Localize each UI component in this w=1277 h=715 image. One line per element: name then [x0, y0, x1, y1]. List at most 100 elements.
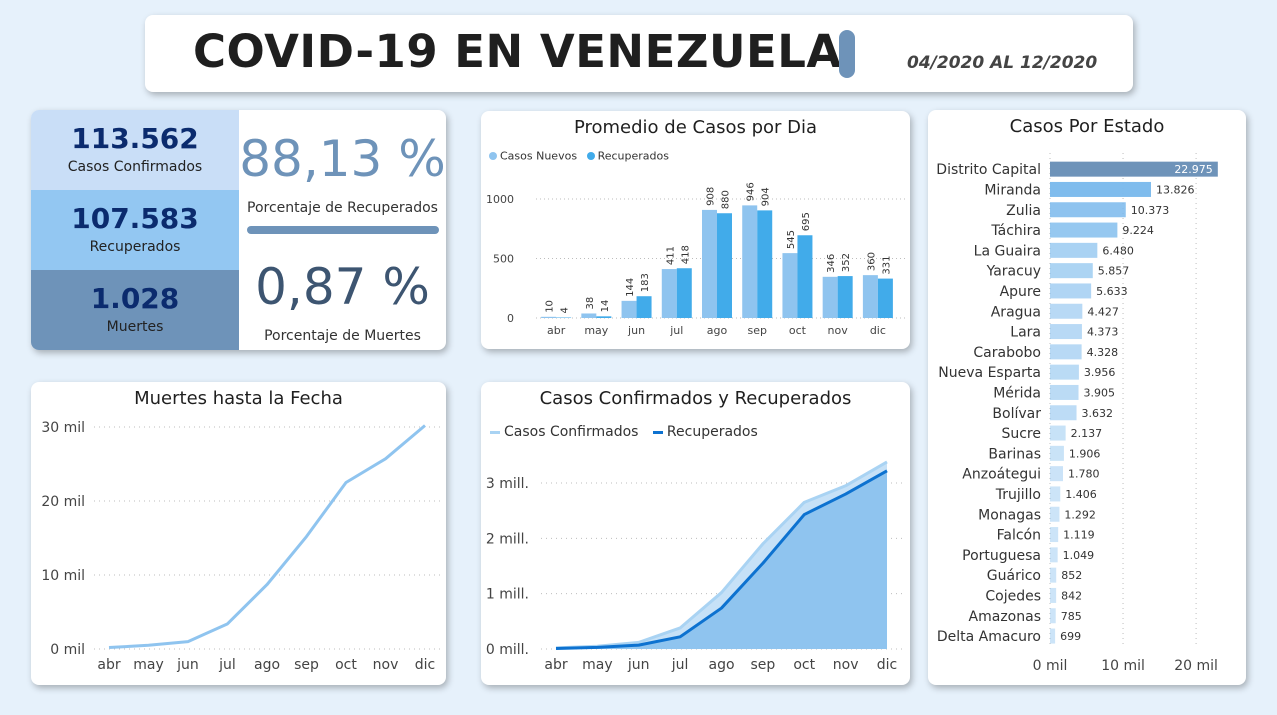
kpi-recovered-value: 107.583	[71, 202, 199, 235]
bar-data-label: 144	[625, 278, 636, 297]
kpi-deaths-value: 1.028	[90, 282, 180, 315]
daily-average-chart-card[interactable]: Promedio de Casos por Dia Casos Nuevos R…	[481, 111, 910, 349]
state-label: Nueva Esparta	[938, 365, 1041, 381]
state-bar	[1050, 567, 1057, 583]
deaths-to-date-chart-card[interactable]: Muertes hasta la Fecha 0 mil 10 mil 20 mil…	[31, 382, 446, 685]
y-tick-label: 500	[493, 252, 514, 265]
state-label: Guárico	[987, 568, 1041, 584]
cases-by-state-chart-title: Casos Por Estado	[1009, 116, 1165, 137]
bar-data-label: 880	[721, 190, 732, 209]
state-bar	[1050, 324, 1082, 340]
bar-data-label: 14	[600, 300, 611, 313]
state-bar	[1050, 587, 1057, 603]
daily-average-legend[interactable]: Casos Nuevos Recuperados	[489, 149, 669, 163]
bar-recovered	[757, 210, 773, 318]
state-value-label: 3.956	[1084, 366, 1116, 379]
y-tick-label: 30 mil	[41, 420, 85, 436]
bar-recovered	[717, 213, 732, 318]
state-label: Apure	[1000, 284, 1041, 300]
state-bar	[1050, 263, 1093, 279]
y-tick-label: 0 mill.	[486, 642, 529, 658]
state-label: Yaracuy	[986, 264, 1041, 280]
legend-marker-recovered	[586, 152, 595, 160]
cumulative-cases-chart-card[interactable]: Casos Confirmados y Recuperados Casos Co…	[481, 382, 910, 685]
state-label: Trujillo	[995, 487, 1041, 503]
state-label: Bolívar	[992, 406, 1041, 422]
legend-marker-recovered-line	[652, 430, 663, 434]
bar-data-label: 38	[585, 297, 596, 310]
title-slicer-handle[interactable]	[839, 30, 855, 78]
state-bar	[1050, 527, 1059, 543]
bar-data-label: 418	[680, 245, 691, 264]
y-tick-label: 0	[507, 312, 514, 325]
x-tick-label: jun	[627, 657, 650, 673]
state-bar	[1050, 405, 1077, 421]
x-tick-label: ago	[707, 324, 728, 337]
legend-label-new-cases: Casos Nuevos	[500, 149, 578, 163]
y-tick-label: 3 mill.	[486, 476, 529, 492]
x-tick-label: abr	[547, 324, 566, 337]
deaths-to-date-line-chart: 0 mil 10 mil 20 mil 30 mil abr may jun jul ago se…	[41, 420, 440, 673]
bar-data-label: 908	[706, 187, 717, 206]
state-bar	[1050, 303, 1083, 319]
x-tick-label: jun	[176, 657, 199, 673]
state-bar	[1050, 181, 1151, 197]
date-range-label: 04/2020 AL 12/2020	[907, 53, 1098, 73]
y-tick-label: 2 mill.	[486, 531, 529, 547]
state-value-label: 1.906	[1069, 447, 1101, 460]
state-value-label: 5.857	[1098, 265, 1130, 278]
kpi-deaths-label: Muertes	[106, 319, 164, 335]
bar-data-label: 411	[665, 246, 676, 265]
daily-average-chart-title: Promedio de Casos por Dia	[573, 117, 818, 138]
state-bar	[1050, 506, 1060, 522]
bar-new-cases	[862, 275, 878, 318]
x-tick-label: may	[584, 324, 608, 337]
x-tick-label: may	[133, 657, 164, 673]
legend-label-confirmed: Casos Confirmados	[504, 424, 639, 440]
state-label: Distrito Capital	[936, 162, 1041, 178]
state-value-label: 22.975	[1174, 163, 1213, 176]
bar-recovered	[596, 316, 612, 318]
legend-marker-confirmed	[490, 430, 500, 434]
bar-new-cases	[661, 269, 677, 318]
x-tick-label: 20 mil	[1174, 658, 1218, 674]
state-label: Sucre	[1001, 426, 1041, 442]
state-bar	[1050, 364, 1079, 380]
bar-recovered	[877, 278, 893, 318]
bar-new-cases	[541, 316, 557, 318]
x-tick-label: abr	[544, 657, 567, 673]
state-value-label: 13.826	[1156, 183, 1195, 196]
state-value-label: 2.137	[1071, 427, 1103, 440]
state-label: Mérida	[993, 385, 1041, 401]
state-bar	[1050, 384, 1079, 400]
x-tick-label: oct	[793, 657, 815, 673]
bar-recovered	[797, 235, 813, 318]
state-value-label: 5.633	[1096, 285, 1128, 298]
cumulative-cases-area-chart: 0 mill. 1 mill. 2 mill. 3 mill. abr may jun jul…	[486, 460, 902, 673]
x-tick-label: abr	[97, 657, 120, 673]
legend-marker-new-cases	[489, 152, 497, 160]
state-value-label: 1.406	[1065, 488, 1097, 501]
x-tick-label: nov	[828, 324, 849, 337]
state-value-label: 1.119	[1063, 529, 1095, 542]
recovered-percentage-bar	[247, 226, 439, 234]
bar-new-cases	[822, 276, 838, 318]
state-bar	[1050, 202, 1126, 218]
bar-data-label: 4	[560, 307, 571, 313]
confirmed-series-line	[555, 460, 888, 650]
cumulative-cases-legend[interactable]: Casos Confirmados Recuperados	[490, 424, 758, 440]
state-label: Barinas	[988, 446, 1041, 462]
x-tick-label: jul	[671, 657, 689, 673]
cases-by-state-chart-card[interactable]: Casos Por Estado 0 mil 10 mil 20 mil Distri…	[928, 110, 1246, 685]
x-tick-label: ago	[708, 657, 734, 673]
x-tick-label: dic	[415, 657, 435, 673]
state-label: Portuguesa	[962, 548, 1041, 564]
x-tick-label: jul	[669, 324, 683, 337]
state-bar	[1050, 628, 1056, 644]
kpi-confirmed-cases: 113.562 Casos Confirmados	[31, 110, 239, 190]
state-value-label: 1.780	[1068, 468, 1100, 481]
kpi-confirmed-label: Casos Confirmados	[67, 159, 203, 175]
bar-data-label: 10	[545, 300, 556, 313]
state-bar	[1050, 283, 1092, 299]
kpi-deaths: 1.028 Muertes	[31, 270, 239, 350]
